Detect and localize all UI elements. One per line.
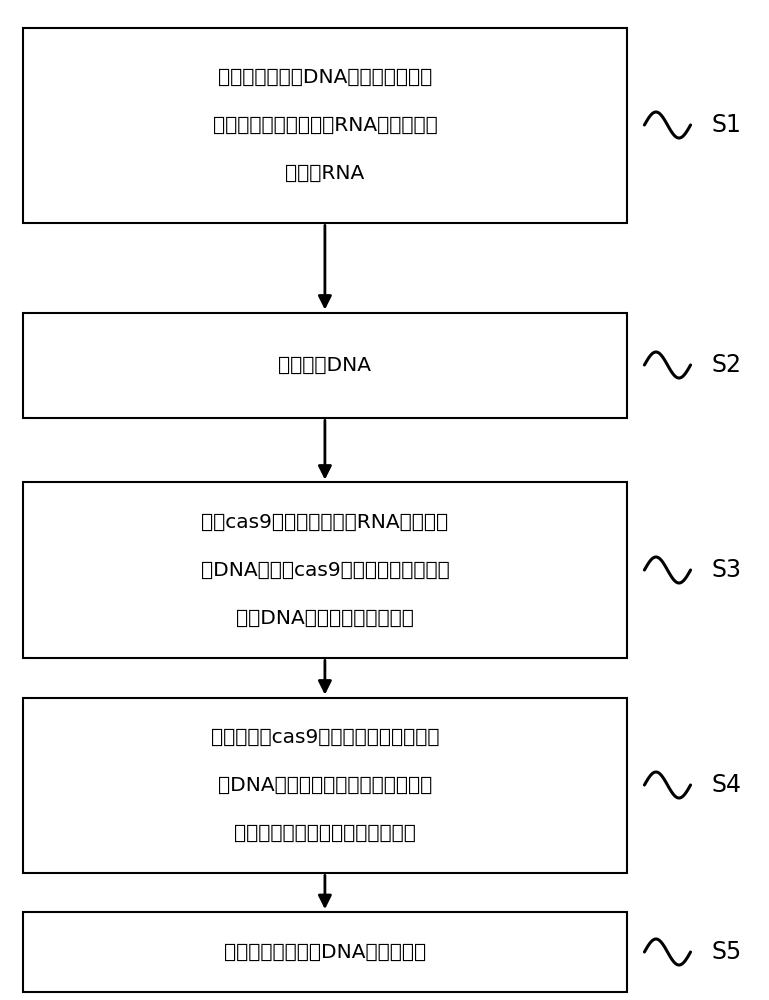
Text: 本DNA进行琼脂糖凝胶电泳，切下与: 本DNA进行琼脂糖凝胶电泳，切下与 [218,776,432,794]
Text: S2: S2 [711,353,742,377]
Text: S5: S5 [711,940,742,964]
Text: S3: S3 [711,558,742,582]
Bar [23,312,627,418]
Bar [23,912,627,992]
Bar [23,27,627,223]
Text: 所述靶标片段条带大小对应的胶块: 所述靶标片段条带大小对应的胶块 [234,824,416,842]
Text: 获取样本DNA: 获取样本DNA [278,356,371,374]
Text: 通过cas9蛋白和所述向导RNA对所述样: 通过cas9蛋白和所述向导RNA对所述样 [201,512,448,532]
Text: 本DNA做体外cas9酶切反应，以从所述: 本DNA做体外cas9酶切反应，以从所述 [201,560,449,580]
Text: 样本DNA上切割所述靶标片段: 样本DNA上切割所述靶标片段 [236,608,414,628]
Bar [23,698,627,872]
Text: 述靶标片段上下游向导RNA，并合成所: 述靶标片段上下游向导RNA，并合成所 [212,115,438,134]
Text: 对通过体外cas9酶切反应切割的所述样: 对通过体外cas9酶切反应切割的所述样 [211,728,439,746]
Bar [23,483,627,658]
Text: 根据靶标片段的DNA序列信息分析所: 根据靶标片段的DNA序列信息分析所 [218,68,432,87]
Text: S4: S4 [711,773,742,797]
Text: 回收所述胶块中的DNA并进行测序: 回收所述胶块中的DNA并进行测序 [224,942,426,962]
Text: 述向导RNA: 述向导RNA [285,163,365,182]
Text: S1: S1 [712,113,741,137]
